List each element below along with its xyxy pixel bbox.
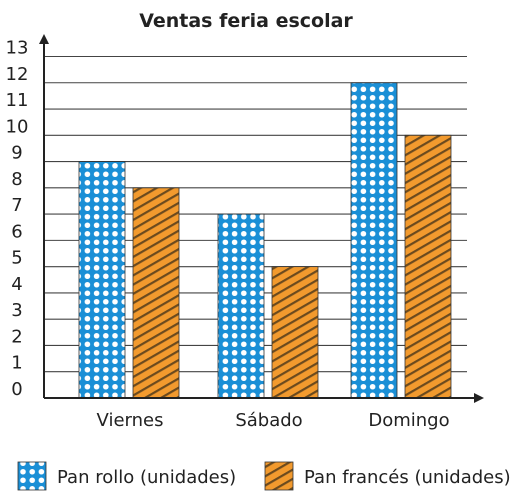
legend-swatch-pan-frances [265, 462, 293, 490]
x-axis-arrow [474, 393, 484, 403]
bar-pan-rollo-1 [218, 214, 264, 398]
y-axis-arrow [39, 34, 49, 44]
y-tick-label: 1 [11, 353, 22, 374]
bar-pan-rollo-2 [351, 83, 397, 398]
legend-label: Pan francés (unidades) [304, 467, 511, 488]
bar-pan-frances-1 [272, 267, 318, 398]
y-tick-label: 6 [11, 221, 22, 242]
y-tick-label: 8 [11, 169, 22, 190]
x-tick-label: Viernes [97, 410, 164, 431]
y-tick-label: 11 [6, 90, 29, 111]
y-tick-label: 9 [11, 143, 22, 164]
x-tick-labels: Viernes Sábado Domingo [97, 410, 450, 431]
y-tick-label: 7 [11, 195, 22, 216]
y-tick-label: 13 [6, 37, 29, 58]
y-tick-label: 10 [6, 116, 29, 137]
y-tick-label: 12 [6, 64, 29, 85]
legend: Pan rollo (unidades) Pan francés (unidade… [18, 462, 511, 490]
x-tick-label: Sábado [235, 410, 302, 431]
legend-label: Pan rollo (unidades) [57, 467, 236, 488]
bar-pan-frances-2 [405, 135, 451, 398]
legend-swatch-pan-rollo [18, 462, 46, 490]
bar-pan-rollo-0 [79, 162, 125, 398]
y-tick-label: 2 [11, 326, 22, 347]
x-tick-label: Domingo [368, 410, 449, 431]
bar-pan-frances-0 [133, 188, 179, 398]
y-tick-label: 0 [11, 379, 22, 400]
y-tick-label: 4 [11, 274, 22, 295]
y-tick-label: 3 [11, 300, 22, 321]
y-tick-label: 5 [11, 248, 22, 269]
chart-title: Ventas feria escolar [139, 10, 353, 32]
